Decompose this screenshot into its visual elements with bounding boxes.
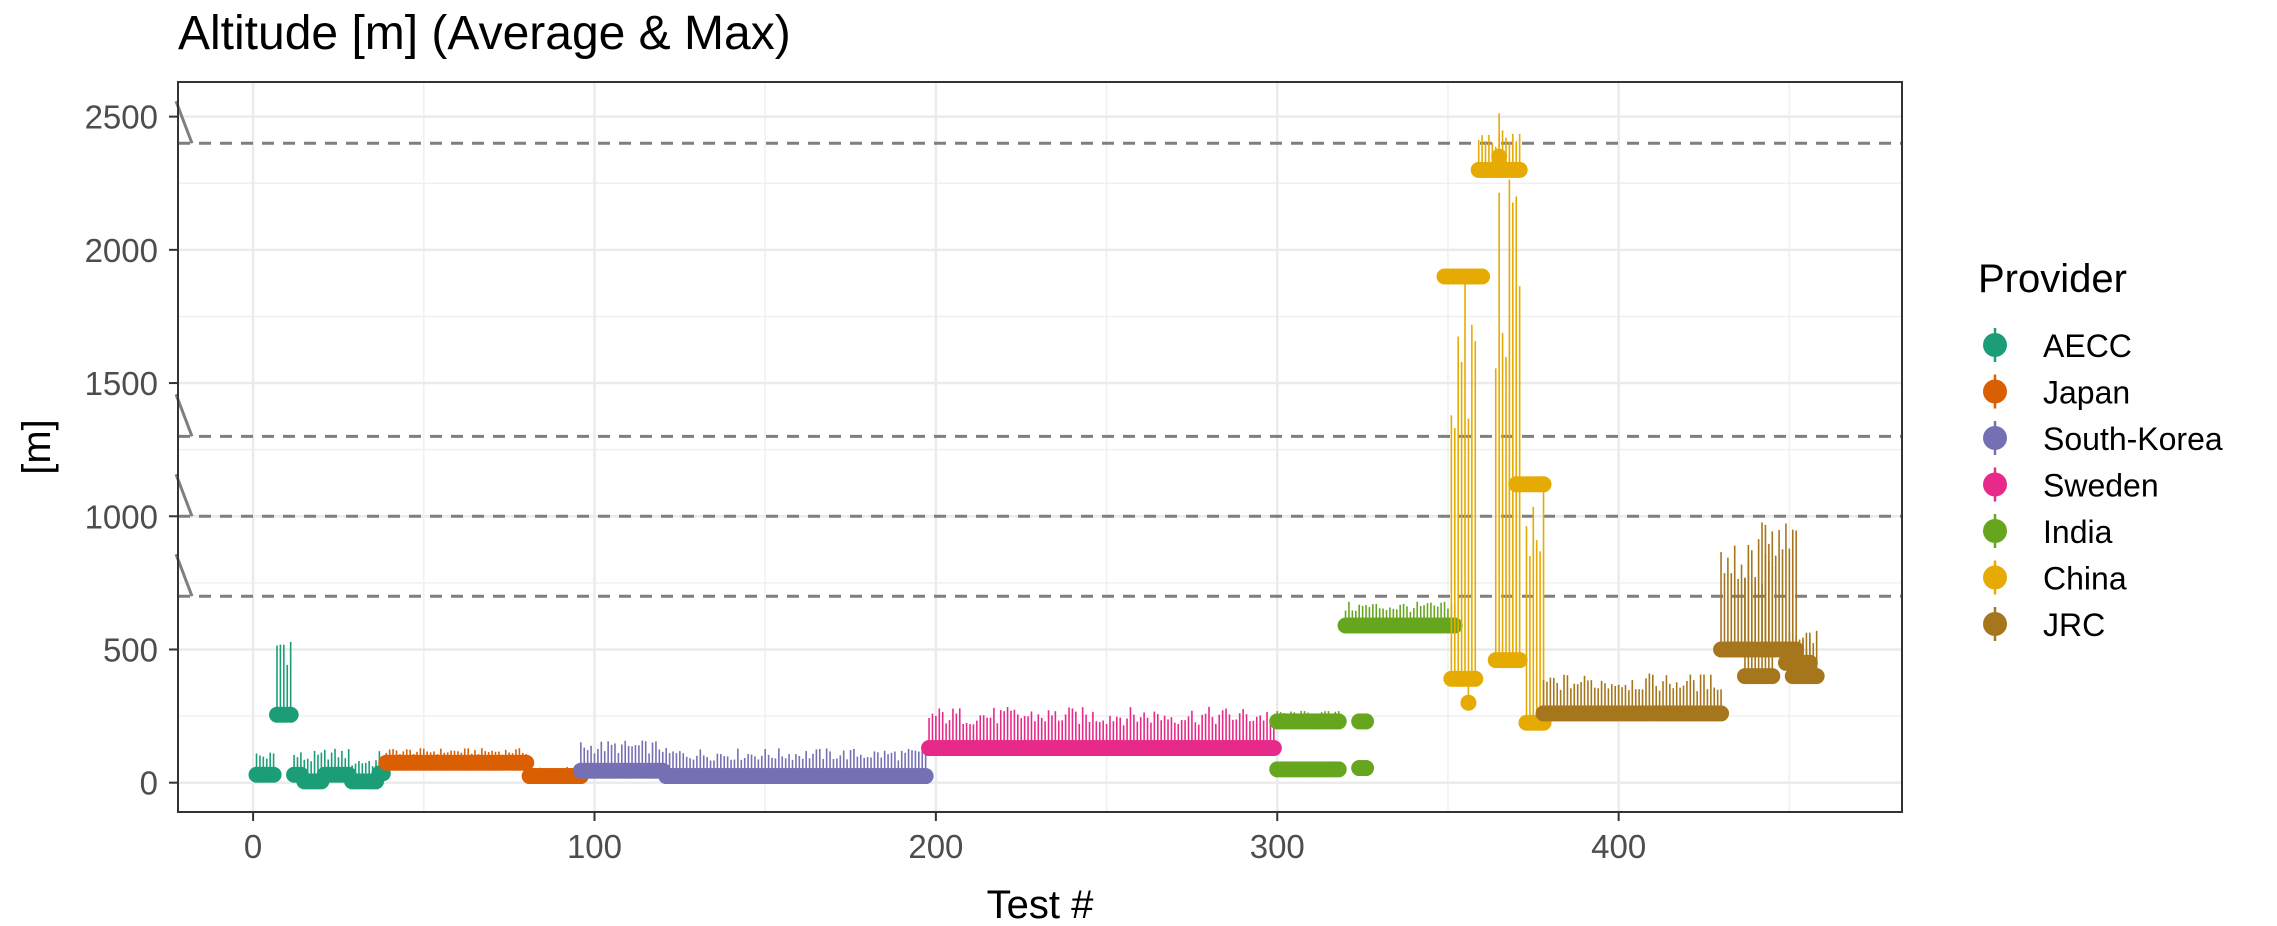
average-point xyxy=(1491,148,1508,165)
legend-item-india: India xyxy=(1983,514,2113,550)
average-point xyxy=(1467,670,1484,687)
average-point xyxy=(1330,713,1347,730)
series-jrc xyxy=(1535,522,1825,722)
series-sweden xyxy=(921,706,1282,757)
average-point xyxy=(282,706,299,723)
average-point xyxy=(1713,705,1730,722)
legend-label: India xyxy=(2043,514,2113,550)
legend-item-sweden: Sweden xyxy=(1983,467,2159,504)
legend-item-japan: Japan xyxy=(1983,374,2130,411)
average-point xyxy=(1511,652,1528,669)
average-point xyxy=(1358,760,1375,777)
legend-item-jrc: JRC xyxy=(1983,607,2105,643)
x-tick-label: 300 xyxy=(1250,828,1305,865)
average-point xyxy=(1764,668,1781,685)
legend-label: JRC xyxy=(2043,607,2105,643)
legend-title: Provider xyxy=(1978,257,2127,301)
y-axis-ticks: 0 500 1000 1500 2000 2500 xyxy=(85,99,178,802)
y-tick-label: 2500 xyxy=(85,99,158,136)
y-tick-label: 1500 xyxy=(85,365,158,402)
legend-item-south-korea: South-Korea xyxy=(1983,421,2223,457)
y-axis-title: [m] xyxy=(15,419,59,475)
y-tick-label: 0 xyxy=(140,765,158,802)
x-axis-title: Test # xyxy=(987,883,1094,926)
average-point xyxy=(1460,694,1477,711)
plot-border xyxy=(177,81,1903,813)
legend-key-point xyxy=(1983,426,2007,450)
x-tick-label: 100 xyxy=(567,828,622,865)
legend-label: AECC xyxy=(2043,328,2132,364)
legend-label: Sweden xyxy=(2043,468,2159,504)
legend-key-point xyxy=(1983,565,2007,590)
legend-key-point xyxy=(1983,472,2007,497)
legend: Provider AECC Japan South-Korea Sweden India… xyxy=(1978,257,2223,643)
legend-key-point xyxy=(1983,379,2007,404)
legend-items: AECC Japan South-Korea Sweden India China JRC xyxy=(1983,328,2223,643)
chart-title: Altitude [m] (Average & Max) xyxy=(178,7,791,60)
y-tick-label: 500 xyxy=(103,631,158,668)
legend-key-point xyxy=(1983,333,2007,357)
series-china xyxy=(1436,113,1552,731)
average-point xyxy=(1358,713,1375,730)
average-point xyxy=(1808,668,1825,685)
legend-key-point xyxy=(1983,612,2007,636)
x-tick-label: 200 xyxy=(908,828,963,865)
average-point xyxy=(1330,761,1347,778)
legend-item-aecc: AECC xyxy=(1983,328,2132,364)
average-point xyxy=(1265,740,1282,757)
legend-label: Japan xyxy=(2043,375,2130,411)
x-tick-label: 0 xyxy=(244,828,262,865)
y-tick-label: 1000 xyxy=(85,498,158,535)
series-india xyxy=(1269,601,1463,778)
y-tick-label: 2000 xyxy=(85,232,158,269)
series-south-korea xyxy=(572,740,934,785)
legend-item-china: China xyxy=(1983,560,2127,597)
legend-key-point xyxy=(1983,519,2007,543)
average-point xyxy=(1511,161,1528,178)
average-point xyxy=(917,768,934,785)
x-axis-ticks: 0 100 200 300 400 xyxy=(244,812,1646,865)
average-point xyxy=(1474,268,1491,285)
series-aecc xyxy=(248,641,391,790)
legend-label: South-Korea xyxy=(2043,421,2223,457)
average-point xyxy=(265,766,282,783)
average-point xyxy=(518,754,535,771)
data-marks xyxy=(248,113,1825,790)
plot-background xyxy=(178,82,1902,812)
x-tick-label: 400 xyxy=(1591,828,1646,865)
legend-label: China xyxy=(2043,561,2127,597)
average-point xyxy=(1535,476,1552,493)
